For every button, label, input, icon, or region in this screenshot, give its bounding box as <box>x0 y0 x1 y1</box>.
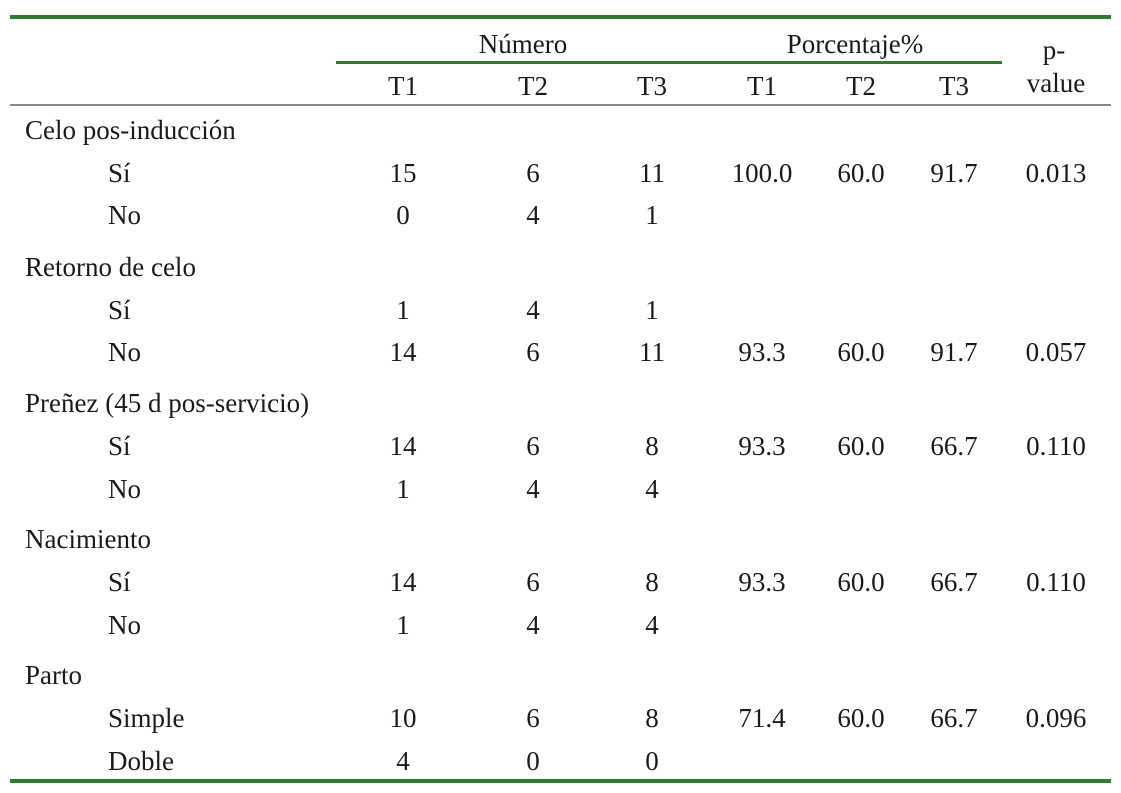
row-label: No <box>108 474 141 504</box>
cell-pvalue: 0.013 <box>1025 158 1087 188</box>
header-porcentaje: Porcentaje% <box>786 29 924 59</box>
group-label: Preñez (45 d pos-servicio) <box>25 388 310 418</box>
bottom-rule <box>10 779 1111 783</box>
cell-pvalue: 0.096 <box>1025 703 1087 733</box>
cell-pct-t3: 91.7 <box>930 158 978 188</box>
cell-pct-t1: 93.3 <box>738 337 786 367</box>
header-numero-t1: T1 <box>388 71 418 101</box>
cell-numero-t2: 6 <box>526 337 540 367</box>
cell-pct-t2: 60.0 <box>837 337 885 367</box>
cell-numero-t1: 1 <box>396 295 410 325</box>
cell-numero-t3: 4 <box>645 474 659 504</box>
cell-pct-t1: 93.3 <box>738 567 786 597</box>
cell-pvalue: 0.110 <box>1026 567 1086 597</box>
header-numero: Número <box>478 29 568 59</box>
cell-numero-t2: 4 <box>526 474 540 504</box>
cell-numero-t3: 8 <box>645 567 659 597</box>
row-label: No <box>108 200 141 230</box>
group-label: Parto <box>25 660 82 690</box>
cell-pct-t3: 66.7 <box>930 703 978 733</box>
cell-numero-t3: 1 <box>645 200 659 230</box>
cell-pct-t2: 60.0 <box>837 703 885 733</box>
cell-numero-t3: 0 <box>645 746 659 776</box>
cell-numero-t3: 1 <box>645 295 659 325</box>
cell-pct-t2: 60.0 <box>837 158 885 188</box>
cell-numero-t1: 1 <box>396 610 410 640</box>
header-porcentaje-t2: T2 <box>846 71 876 101</box>
cell-numero-t2: 6 <box>526 158 540 188</box>
cell-pct-t1: 71.4 <box>738 703 786 733</box>
cell-numero-t3: 8 <box>645 431 659 461</box>
cell-pct-t3: 91.7 <box>930 337 978 367</box>
row-label: Simple <box>108 703 185 733</box>
group-label: Retorno de celo <box>25 252 196 282</box>
header-pvalue-line2: value <box>1026 68 1086 98</box>
cell-pct-t1: 100.0 <box>731 158 793 188</box>
row-label: Sí <box>108 567 131 597</box>
cell-numero-t1: 4 <box>396 746 410 776</box>
group-label: Celo pos-inducción <box>25 115 236 145</box>
header-porcentaje-t3: T3 <box>939 71 969 101</box>
cell-numero-t2: 4 <box>526 610 540 640</box>
header-porcentaje-t1: T1 <box>747 71 777 101</box>
row-label: Sí <box>108 431 131 461</box>
numero-header-rule <box>336 61 1002 64</box>
cell-numero-t3: 11 <box>639 158 665 188</box>
cell-numero-t1: 14 <box>389 431 417 461</box>
cell-numero-t3: 4 <box>645 610 659 640</box>
cell-numero-t2: 4 <box>526 200 540 230</box>
cell-numero-t1: 15 <box>389 158 417 188</box>
cell-numero-t2: 6 <box>526 703 540 733</box>
cell-pct-t3: 66.7 <box>930 431 978 461</box>
cell-numero-t1: 14 <box>389 567 417 597</box>
top-rule <box>10 15 1111 19</box>
row-label: Doble <box>108 746 174 776</box>
cell-pct-t2: 60.0 <box>837 431 885 461</box>
cell-numero-t3: 8 <box>645 703 659 733</box>
header-numero-t2: T2 <box>518 71 548 101</box>
cell-numero-t1: 10 <box>389 703 417 733</box>
cell-pvalue: 0.057 <box>1025 337 1087 367</box>
header-pvalue-line1: p- <box>1042 35 1066 65</box>
row-label: No <box>108 610 141 640</box>
cell-pct-t1: 93.3 <box>738 431 786 461</box>
cell-numero-t2: 0 <box>526 746 540 776</box>
cell-numero-t1: 0 <box>396 200 410 230</box>
row-label: No <box>108 337 141 367</box>
header-bottom-rule <box>10 104 1111 106</box>
cell-numero-t2: 6 <box>526 567 540 597</box>
cell-pct-t3: 66.7 <box>930 567 978 597</box>
row-label: Sí <box>108 295 131 325</box>
cell-numero-t2: 4 <box>526 295 540 325</box>
cell-numero-t2: 6 <box>526 431 540 461</box>
cell-pvalue: 0.110 <box>1026 431 1086 461</box>
cell-numero-t3: 11 <box>639 337 665 367</box>
cell-pct-t2: 60.0 <box>837 567 885 597</box>
group-label: Nacimiento <box>25 524 151 554</box>
row-label: Sí <box>108 158 131 188</box>
cell-numero-t1: 14 <box>389 337 417 367</box>
header-numero-t3: T3 <box>637 71 667 101</box>
cell-numero-t1: 1 <box>396 474 410 504</box>
